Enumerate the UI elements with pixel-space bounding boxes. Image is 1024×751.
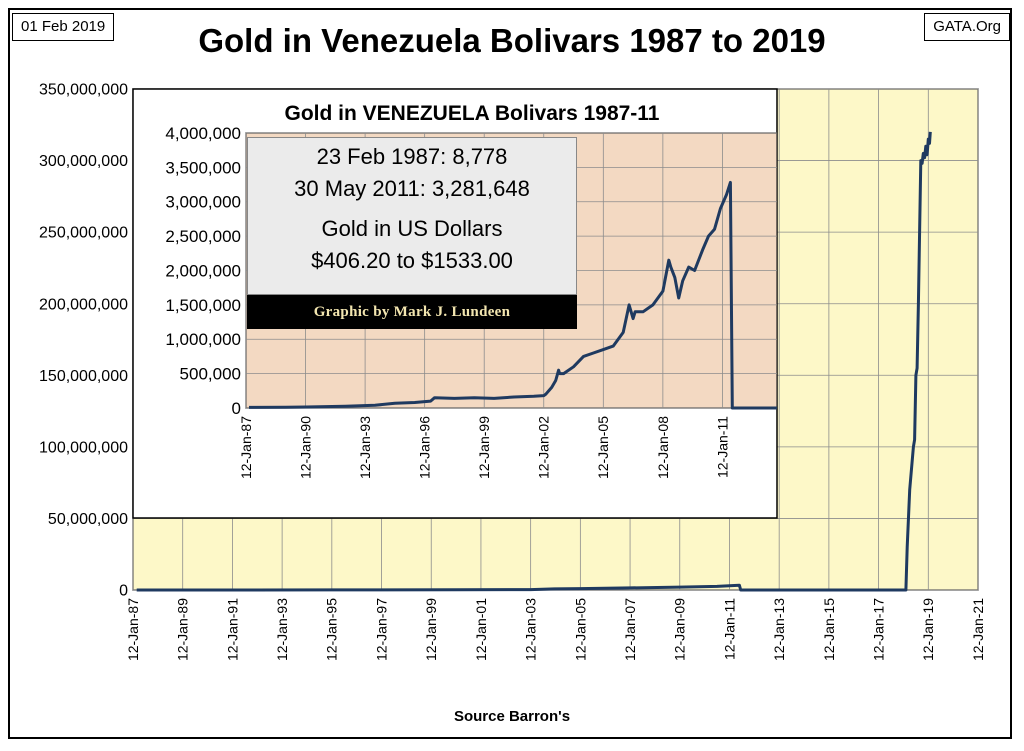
inset-y-tick-label: 500,000 bbox=[180, 365, 241, 384]
main-x-tick-label: 12-Jan-19 bbox=[920, 598, 936, 661]
main-y-tick-label: 100,000,000 bbox=[39, 439, 128, 456]
inset-y-tick-label: 1,500,000 bbox=[165, 296, 241, 315]
main-x-tick-label: 12-Jan-13 bbox=[771, 598, 787, 661]
inset-x-tick-label: 12-Jan-99 bbox=[476, 416, 492, 479]
inset-x-tick-label: 12-Jan-05 bbox=[595, 416, 611, 479]
inset-chart-title: Gold in VENEZUELA Bolivars 1987-11 bbox=[284, 102, 659, 125]
x-axis-title: Source Barron's bbox=[453, 708, 571, 725]
info-line-usd-range: $406.20 to $1533.00 bbox=[311, 248, 513, 273]
inset-y-tick-label: 2,000,000 bbox=[165, 261, 241, 280]
inset-x-tick-label: 12-Jan-11 bbox=[714, 416, 730, 478]
inset-x-tick-label: 12-Jan-02 bbox=[536, 416, 552, 479]
main-x-tick-label: 12-Jan-05 bbox=[572, 598, 588, 661]
inset-y-tick-label: 2,500,000 bbox=[165, 227, 241, 246]
main-x-tick-label: 12-Jan-93 bbox=[274, 598, 290, 661]
main-y-tick-label: 250,000,000 bbox=[39, 225, 128, 242]
inset-y-tick-label: 3,000,000 bbox=[165, 193, 241, 212]
inset-x-tick-label: 12-Jan-90 bbox=[297, 416, 313, 479]
main-x-tick-label: 12-Jan-07 bbox=[622, 598, 638, 661]
main-x-tick-label: 12-Jan-87 bbox=[125, 598, 141, 661]
credit-banner: Graphic by Mark J. Lundeen bbox=[247, 295, 577, 329]
main-x-tick-label: 12-Jan-21 bbox=[970, 598, 986, 661]
main-y-tick-label: 0 bbox=[119, 583, 128, 600]
main-y-tick-label: 200,000,000 bbox=[39, 296, 128, 313]
inset-x-tick-label: 12-Jan-96 bbox=[417, 416, 433, 479]
inset-x-tick-label: 12-Jan-93 bbox=[357, 416, 373, 479]
inset-x-tick-label: 12-Jan-08 bbox=[655, 416, 671, 479]
inset-y-tick-label: 4,000,000 bbox=[165, 124, 241, 143]
inset-y-tick-label: 3,500,000 bbox=[165, 158, 241, 177]
inset-series-line bbox=[248, 180, 777, 410]
info-line-usd-title: Gold in US Dollars bbox=[321, 216, 503, 241]
info-box: 23 Feb 1987: 8,778 30 May 2011: 3,281,64… bbox=[247, 137, 577, 295]
info-line-end: 30 May 2011: 3,281,648 bbox=[294, 176, 530, 201]
date-label: 01 Feb 2019 bbox=[12, 13, 115, 41]
main-x-tick-label: 12-Jan-97 bbox=[373, 598, 389, 661]
main-y-tick-label: 300,000,000 bbox=[39, 153, 128, 170]
main-x-tick-label: 12-Jan-11 bbox=[721, 598, 737, 660]
info-line-start: 23 Feb 1987: 8,778 bbox=[316, 144, 508, 169]
main-series-line bbox=[136, 131, 932, 592]
main-x-tick-label: 12-Jan-17 bbox=[870, 598, 886, 661]
source-site-label: GATA.Org bbox=[924, 13, 1010, 41]
main-x-tick-label: 12-Jan-99 bbox=[423, 598, 439, 661]
inset-y-tick-label: 1,000,000 bbox=[165, 330, 241, 349]
main-x-tick-label: 12-Jan-89 bbox=[175, 598, 191, 661]
chart-title: Gold in Venezuela Bolivars 1987 to 2019 bbox=[198, 22, 826, 59]
main-x-tick-label: 12-Jan-01 bbox=[473, 598, 489, 661]
main-y-tick-label: 350,000,000 bbox=[39, 82, 128, 99]
main-x-tick-label: 12-Jan-15 bbox=[821, 598, 837, 661]
main-y-tick-label: 50,000,000 bbox=[48, 511, 128, 528]
main-x-tick-label: 12-Jan-95 bbox=[324, 598, 340, 661]
inset-y-tick-label: 0 bbox=[232, 399, 241, 418]
main-y-tick-label: 150,000,000 bbox=[39, 368, 128, 385]
main-x-tick-label: 12-Jan-91 bbox=[224, 598, 240, 661]
main-x-tick-label: 12-Jan-09 bbox=[672, 598, 688, 661]
main-x-tick-label: 12-Jan-03 bbox=[523, 598, 539, 661]
inset-x-tick-label: 12-Jan-87 bbox=[238, 416, 254, 479]
